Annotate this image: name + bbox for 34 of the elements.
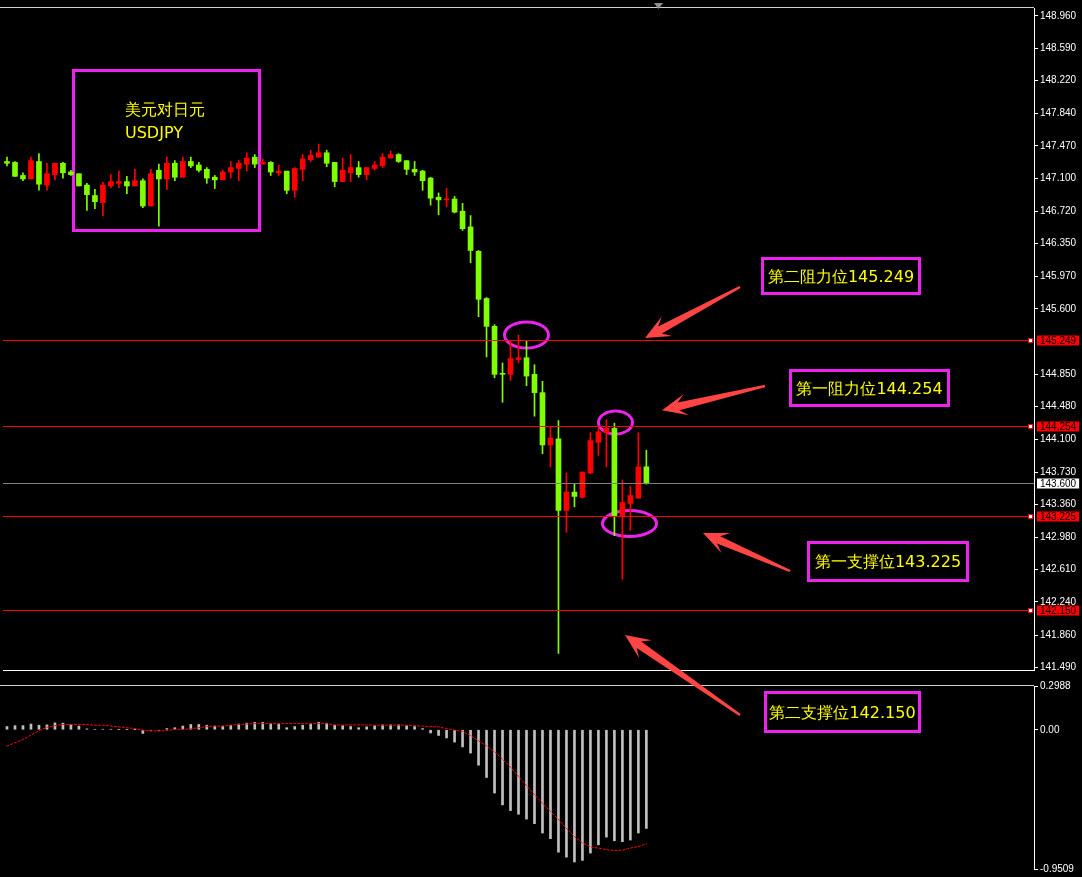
ref-line-label: 143.600	[1040, 477, 1077, 489]
text: 美元对日元	[125, 100, 205, 119]
y-tick-label: -0.9509	[1040, 862, 1075, 874]
annotation: 第二阻力位145.249	[767, 266, 915, 286]
y-tick-label: 144.100	[1040, 433, 1077, 445]
y-tick-label: 147.470	[1040, 139, 1077, 151]
ref-line-label: 143.225	[1040, 510, 1077, 522]
y-tick-label: 143.730	[1040, 465, 1077, 477]
y-tick-label: 141.490	[1040, 661, 1077, 673]
y-tick-label: 147.840	[1040, 107, 1077, 119]
y-tick-label: 148.960	[1040, 9, 1077, 21]
y-tick-label: 147.100	[1040, 171, 1077, 183]
ref-line-label: 142.150	[1040, 604, 1077, 616]
annotation: 第二支撑位142.150	[769, 702, 916, 722]
annotation: 第一阻力位144.254	[796, 378, 943, 398]
y-tick-label: 146.720	[1040, 204, 1077, 216]
y-tick-label: 148.590	[1040, 41, 1077, 53]
y-tick-label: 146.350	[1040, 237, 1077, 249]
y-tick-label: 143.360	[1040, 498, 1077, 510]
ref-line-label: 145.249	[1040, 334, 1077, 346]
y-tick-label: 145.600	[1040, 302, 1077, 314]
annotation: 第一支撑位143.225	[814, 552, 962, 571]
ref-line-label: 144.254	[1040, 420, 1077, 432]
y-tick-label: 0.00	[1040, 723, 1060, 735]
y-tick-label: 142.610	[1040, 563, 1077, 575]
y-tick-label: 142.980	[1040, 531, 1077, 543]
y-tick-label: 144.850	[1040, 368, 1077, 380]
y-tick-label: 148.220	[1040, 74, 1077, 86]
y-tick-label: 141.860	[1040, 628, 1077, 640]
y-tick-label: 144.480	[1040, 400, 1077, 412]
y-tick-label: 142.240	[1040, 595, 1077, 607]
y-tick-label: 145.970	[1040, 270, 1077, 282]
y-tick-label: 0.2988	[1040, 679, 1072, 691]
text: USDJPY	[125, 123, 183, 142]
